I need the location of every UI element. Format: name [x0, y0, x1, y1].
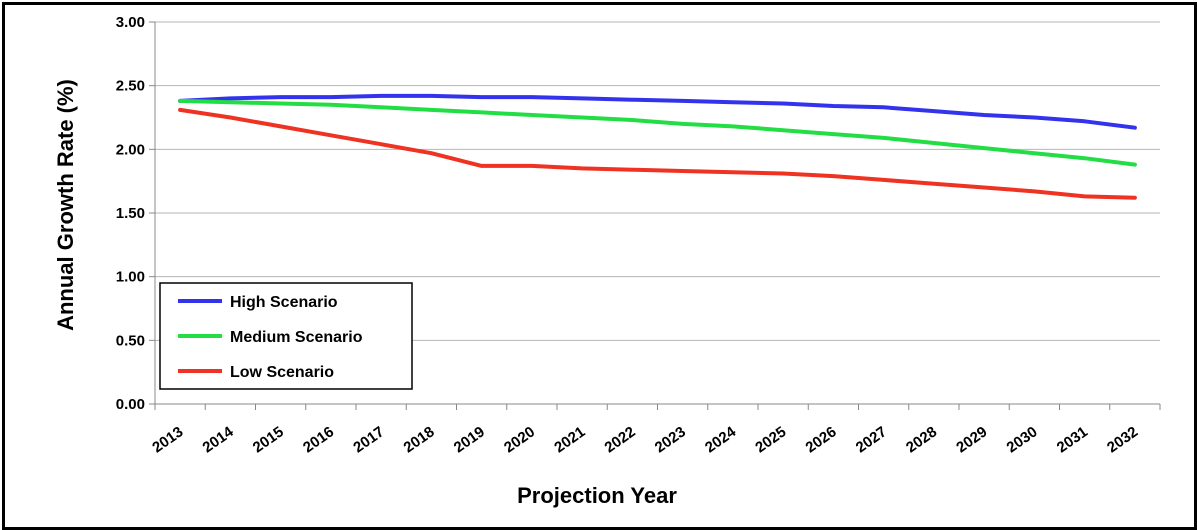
- y-tick-label: 0.50: [116, 332, 145, 349]
- x-tick-label: 2032: [1104, 423, 1141, 456]
- x-tick-label: 2031: [1054, 423, 1091, 456]
- y-tick-label: 0.00: [116, 396, 145, 413]
- x-tick-label: 2017: [350, 423, 387, 456]
- x-axis-title: Projection Year: [517, 483, 677, 508]
- x-tick-label: 2026: [803, 423, 840, 456]
- y-tick-label: 2.50: [116, 78, 145, 95]
- series-line: [178, 107, 1137, 200]
- legend-label: High Scenario: [230, 294, 338, 311]
- x-tick-label: 2021: [551, 423, 588, 456]
- legend-label: Low Scenario: [230, 364, 334, 381]
- legend-label: Medium Scenario: [230, 329, 363, 346]
- x-tick-label: 2028: [903, 423, 940, 456]
- x-tick-label: 2015: [250, 423, 287, 456]
- x-tick-label: 2024: [702, 423, 740, 456]
- x-tick-label: 2029: [953, 423, 990, 456]
- x-tick-label: 2020: [501, 423, 538, 456]
- x-tick-label: 2023: [652, 423, 689, 456]
- axes: 0.00 0.50 1.00 1.50 2.00 2.50 3.00 2013 2014 2015…: [116, 14, 1161, 456]
- x-tick-label: 2030: [1004, 423, 1041, 456]
- y-tick-label: 1.00: [116, 269, 145, 286]
- legend: High Scenario Medium Scenario Low Scenario: [159, 282, 413, 390]
- y-tick-label: 1.50: [116, 205, 145, 222]
- x-tick-label: 2022: [602, 423, 639, 456]
- y-tick-label: 2.00: [116, 141, 145, 158]
- series-lines: [178, 93, 1137, 200]
- x-tick-label: 2013: [149, 423, 186, 456]
- series-line: [178, 98, 1137, 167]
- x-tick-label: 2019: [451, 423, 488, 456]
- series-line: [178, 93, 1137, 130]
- x-tick-label: 2027: [853, 423, 890, 456]
- x-tick-label: 2025: [752, 423, 789, 456]
- x-tick-label: 2018: [401, 423, 438, 456]
- x-tick-label: 2014: [200, 423, 238, 456]
- x-tick-label: 2016: [300, 423, 337, 456]
- y-axis-title: Annual Growth Rate (%): [53, 79, 78, 331]
- y-tick-label: 3.00: [116, 14, 145, 31]
